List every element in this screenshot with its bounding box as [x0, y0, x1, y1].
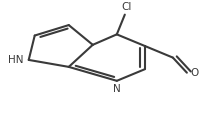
Text: HN: HN [8, 55, 24, 65]
Text: O: O [191, 68, 199, 78]
Text: N: N [113, 84, 121, 94]
Text: Cl: Cl [122, 2, 132, 12]
